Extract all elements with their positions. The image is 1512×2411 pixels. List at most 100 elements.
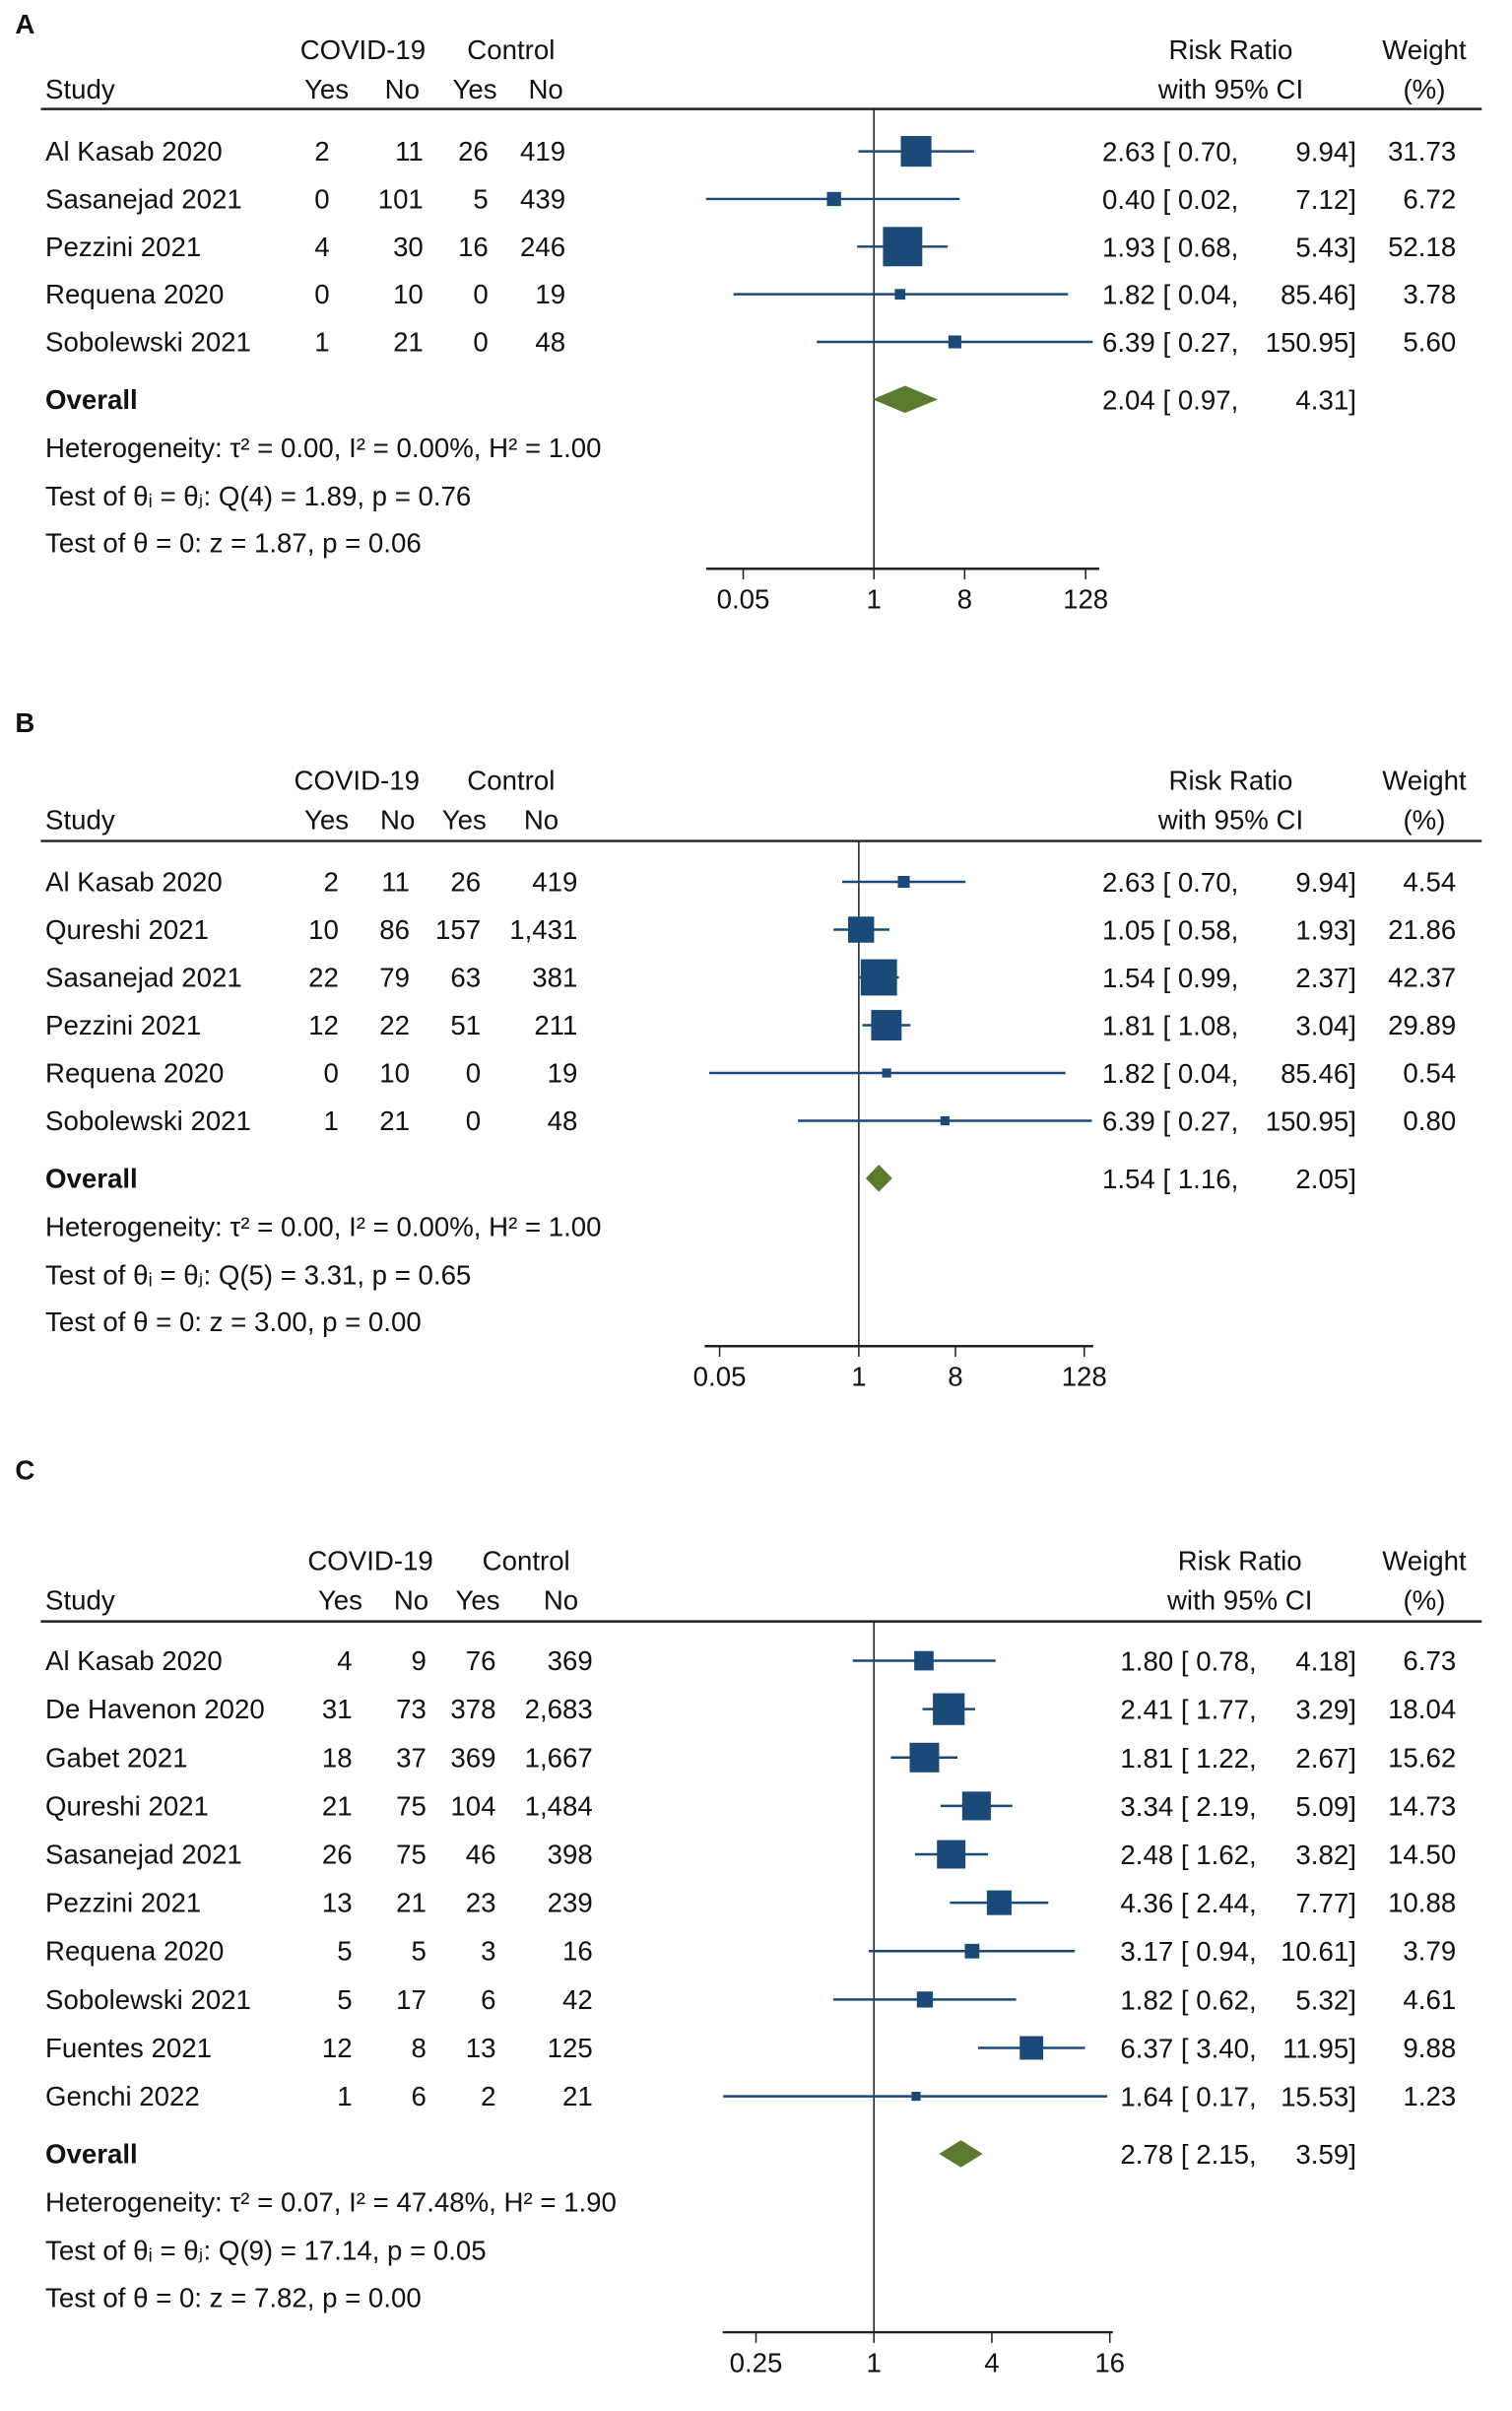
header-study: Study — [45, 805, 115, 836]
overall-upper-text: 4.31] — [1295, 384, 1355, 415]
ci-close: ] — [1348, 1888, 1356, 1918]
effect-marker — [900, 136, 932, 167]
count-cell: 0 — [466, 1105, 481, 1136]
ci-upper: 11.95 — [1282, 2033, 1348, 2063]
overall-label: Overall — [45, 1163, 138, 1193]
header-no: No — [524, 805, 559, 836]
count-cell: 12 — [322, 2033, 353, 2063]
ci-comma: , — [1249, 1936, 1257, 1967]
effect-marker — [961, 1791, 991, 1821]
ci-upper: 9.94 — [1295, 136, 1348, 167]
rr-value: 1.82 — [1120, 1984, 1173, 2015]
risk-ratio-estimate: 1.54 [ 0.99, — [1102, 963, 1238, 993]
header-risk-ratio: Risk Ratio — [1169, 766, 1293, 796]
count-cell: 246 — [520, 232, 565, 262]
count-cell: 79 — [379, 963, 410, 993]
rr-value: 2.63 — [1102, 136, 1155, 167]
count-cell: 10 — [308, 914, 339, 945]
count-cell: 73 — [396, 1694, 427, 1724]
ci-lower: 0.27 — [1178, 1105, 1231, 1136]
header-no: No — [528, 74, 562, 104]
overall-upper-text: 3.59] — [1295, 2138, 1355, 2169]
ci-lower: 2.19 — [1196, 1790, 1249, 1821]
count-cell: 2,683 — [525, 1694, 593, 1724]
count-cell: 76 — [466, 1645, 496, 1676]
ci-open: [ — [1173, 2033, 1196, 2063]
study-name: Pezzini 2021 — [45, 232, 201, 262]
study-name: Al Kasab 2020 — [45, 1645, 223, 1676]
ci-comma: , — [1231, 1058, 1239, 1089]
overall-lower: 0.97 — [1178, 384, 1231, 415]
x-tick-label: 128 — [1063, 583, 1108, 614]
overall-estimate: 2.78 [ 2.15, — [1120, 2138, 1256, 2169]
rr-value: 1.05 — [1102, 914, 1155, 945]
ci-upper-text: 15.53] — [1281, 2081, 1356, 2111]
effect-marker — [847, 916, 875, 943]
count-cell: 46 — [466, 1840, 496, 1870]
rr-value: 2.41 — [1120, 1694, 1173, 1724]
x-tick-label: 0.05 — [693, 1361, 747, 1391]
ci-upper-text: 150.95] — [1266, 1105, 1356, 1136]
count-cell: 63 — [450, 963, 481, 993]
count-cell: 1,667 — [525, 1742, 593, 1773]
count-cell: 439 — [520, 183, 565, 214]
weight-value: 14.73 — [1388, 1790, 1456, 1821]
effect-marker — [894, 289, 906, 301]
ci-comma: , — [1249, 1694, 1257, 1724]
ci-comma: , — [1249, 2081, 1257, 2111]
study-name: Al Kasab 2020 — [45, 867, 223, 898]
count-cell: 10 — [379, 1058, 410, 1089]
ci-comma: , — [1231, 232, 1239, 262]
ci-lower: 3.40 — [1196, 2033, 1249, 2063]
study-row: Pezzini 2021 4 30 16 246 1.93 [ 0.68, 5.43] 52.… — [45, 227, 1456, 267]
study-name: Qureshi 2021 — [45, 1790, 209, 1821]
x-tick-label: 1 — [867, 583, 882, 614]
ci-open: [ — [1173, 1742, 1196, 1773]
homogeneity-test: Test of θᵢ = θⱼ: Q(4) = 1.89, p = 0.76 — [45, 481, 471, 511]
weight-value: 4.61 — [1403, 1984, 1456, 2015]
ci-close: ] — [1348, 1984, 1356, 2015]
weight-value: 3.78 — [1403, 279, 1456, 309]
weight-value: 14.50 — [1388, 1840, 1456, 1870]
count-cell: 125 — [548, 2033, 593, 2063]
effect-marker — [986, 1890, 1012, 1915]
count-cell: 16 — [562, 1936, 593, 1967]
count-cell: 5 — [337, 1936, 352, 1967]
count-cell: 26 — [450, 867, 481, 898]
study-name: Al Kasab 2020 — [45, 136, 223, 167]
count-cell: 4 — [314, 232, 329, 262]
ci-lower: 0.04 — [1178, 279, 1231, 309]
ci-upper-text: 2.67] — [1295, 1742, 1355, 1773]
ci-close: ] — [1348, 2033, 1356, 2063]
header-weight: Weight — [1382, 1546, 1467, 1576]
ci-open: [ — [1155, 384, 1178, 415]
ci-open: [ — [1155, 1010, 1178, 1040]
ci-close: ] — [1348, 279, 1356, 309]
ci-comma: , — [1231, 867, 1239, 898]
study-name: Requena 2020 — [45, 1058, 224, 1089]
count-cell: 1,484 — [525, 1790, 593, 1821]
study-name: Sasanejad 2021 — [45, 963, 242, 993]
risk-ratio-estimate: 1.82 [ 0.04, — [1102, 1058, 1238, 1089]
header-weight-unit: (%) — [1403, 805, 1445, 836]
ci-comma: , — [1231, 1010, 1239, 1040]
ci-upper: 5.43 — [1295, 232, 1348, 262]
weight-value: 5.60 — [1403, 327, 1456, 358]
ci-upper-text: 85.46] — [1281, 279, 1356, 309]
study-row: Sasanejad 2021 22 79 63 381 1.54 [ 0.99, 2.37]… — [45, 959, 1456, 996]
rr-value: 2.48 — [1120, 1840, 1173, 1870]
study-name: Sasanejad 2021 — [45, 1840, 242, 1870]
header-study: Study — [45, 74, 115, 104]
study-row: Requena 2020 5 5 3 16 3.17 [ 0.94, 10.61] 3.79 — [45, 1936, 1456, 1967]
count-cell: 369 — [450, 1742, 495, 1773]
ci-upper: 3.82 — [1295, 1840, 1348, 1870]
count-cell: 22 — [379, 1010, 410, 1040]
weight-value: 0.54 — [1403, 1058, 1456, 1089]
ci-lower: 0.99 — [1178, 963, 1231, 993]
ci-comma: , — [1231, 384, 1239, 415]
overall-rr: 2.04 — [1102, 384, 1155, 415]
ci-upper-text: 9.94] — [1295, 867, 1355, 898]
header-ci: with 95% CI — [1166, 1585, 1312, 1616]
ci-close: ] — [1348, 963, 1356, 993]
ci-upper-text: 2.37] — [1295, 963, 1355, 993]
